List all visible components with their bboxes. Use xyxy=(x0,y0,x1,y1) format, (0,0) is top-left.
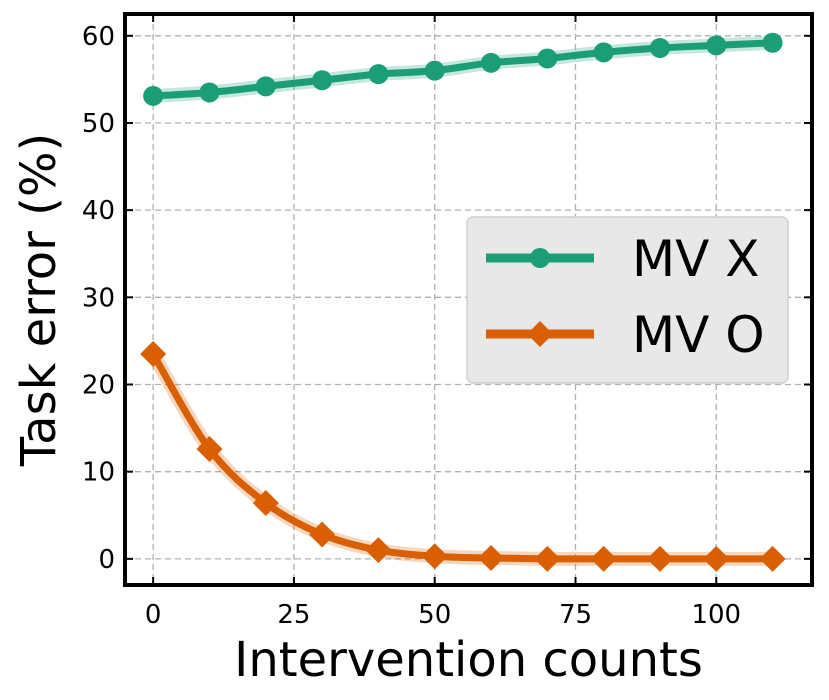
data-point xyxy=(255,76,276,97)
data-point xyxy=(478,544,505,571)
series-layer xyxy=(140,32,786,572)
data-point xyxy=(649,37,670,58)
data-point xyxy=(365,537,392,564)
data-point xyxy=(252,490,279,517)
x-tick-label: 0 xyxy=(145,600,162,630)
x-tick-label: 100 xyxy=(691,600,741,630)
y-tick-label: 30 xyxy=(82,283,115,313)
y-tick-label: 40 xyxy=(82,196,115,226)
y-tick-label: 50 xyxy=(82,109,115,139)
data-point xyxy=(196,436,223,463)
data-point xyxy=(140,340,167,367)
y-tick-label: 0 xyxy=(98,545,115,575)
data-point xyxy=(537,48,558,69)
x-tick-label: 50 xyxy=(418,600,451,630)
data-point xyxy=(703,545,730,572)
x-axis-label: Intervention counts xyxy=(234,632,703,688)
x-tick-label: 25 xyxy=(277,600,310,630)
data-point xyxy=(309,521,336,548)
grid xyxy=(125,14,812,585)
y-axis-label: Task error (%) xyxy=(11,133,67,467)
x-tick-label: 75 xyxy=(559,600,592,630)
data-point xyxy=(481,52,502,73)
data-point xyxy=(759,545,786,572)
data-point xyxy=(593,42,614,63)
legend: MV X MV O xyxy=(466,216,789,384)
y-tick-label: 20 xyxy=(82,370,115,400)
data-point xyxy=(762,32,783,53)
data-point xyxy=(312,70,333,91)
data-point xyxy=(143,85,164,106)
data-point xyxy=(706,35,727,56)
legend-label: MV O xyxy=(632,306,765,364)
data-point xyxy=(368,64,389,85)
data-point xyxy=(534,545,561,572)
data-point xyxy=(424,60,445,81)
y-tick-label: 10 xyxy=(82,458,115,488)
data-point xyxy=(590,545,617,572)
data-point xyxy=(199,82,220,103)
legend-marker xyxy=(530,248,550,268)
plot-frame xyxy=(123,12,814,587)
legend-label: MV X xyxy=(632,230,760,288)
data-point xyxy=(646,545,673,572)
axis-ticks: 0 25 50 75 100 0 10 20 30 40 50 60 xyxy=(82,14,812,630)
data-point xyxy=(421,543,448,570)
y-tick-label: 60 xyxy=(82,22,115,52)
series-mv-x xyxy=(143,32,783,106)
series-mv-o xyxy=(140,340,786,572)
legend-marker xyxy=(527,321,553,347)
